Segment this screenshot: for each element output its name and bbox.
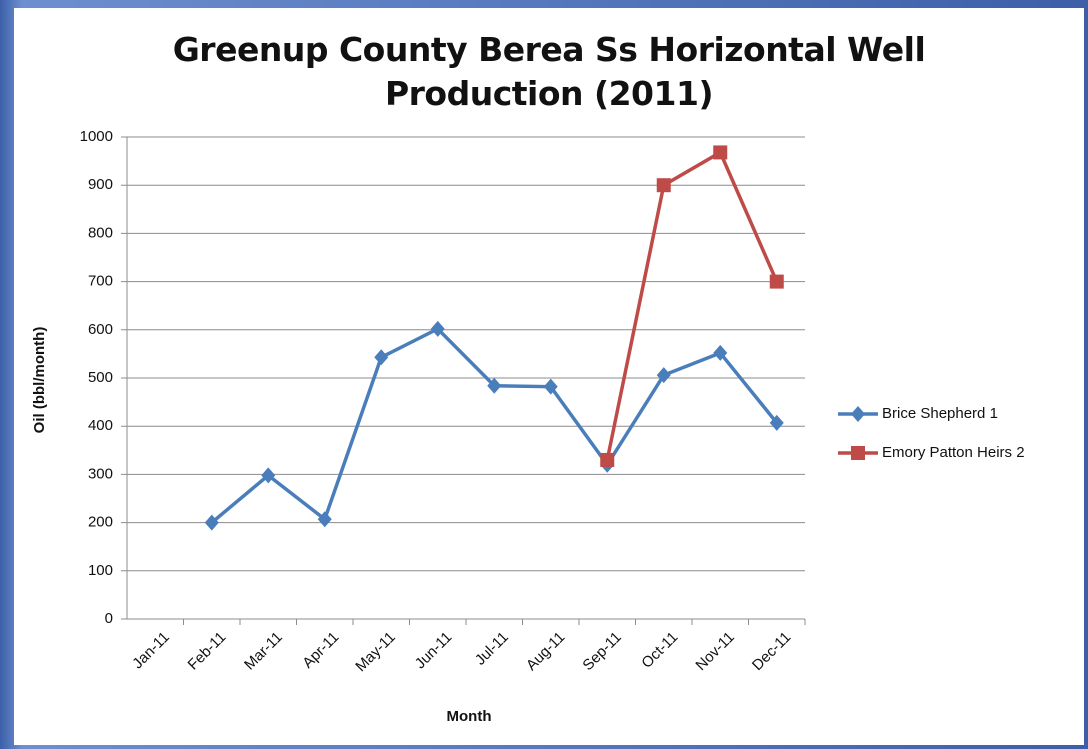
series-line: [605, 149, 779, 461]
x-tick-label: Jul-11: [472, 629, 512, 669]
point: [769, 414, 784, 431]
point: [204, 514, 219, 531]
y-tick-label: 800: [88, 224, 113, 241]
x-tick-label: Oct-11: [638, 629, 681, 672]
x-tick-label: Mar-11: [241, 629, 286, 674]
y-axis-label: Oil (bbl/month): [31, 327, 48, 434]
x-tick-label: Feb-11: [185, 629, 230, 674]
x-axis-label: Month: [447, 708, 492, 725]
point: [487, 377, 502, 394]
y-tick-label: 700: [88, 273, 113, 290]
chart-title: Greenup County Berea Ss Horizontal Well …: [172, 30, 926, 113]
point: [374, 349, 389, 366]
x-tick-label: Jun-11: [412, 629, 456, 673]
x-tick-label: Aug-11: [523, 629, 568, 674]
y-tick-label: 1000: [80, 128, 113, 145]
x-tick-label: Sep-11: [579, 629, 624, 674]
y-tick-label: 300: [88, 465, 113, 482]
y-tick-label: 400: [88, 417, 113, 434]
point: [713, 344, 728, 361]
legend-label: Emory Patton Heirs 2: [882, 444, 1025, 461]
point: [543, 378, 558, 395]
point: [261, 467, 276, 484]
x-tick-label: May-11: [352, 629, 399, 676]
point: [430, 320, 445, 337]
y-tick-label: 600: [88, 321, 113, 338]
y-tick-label: 500: [88, 369, 113, 386]
title-box: Greenup County Berea Ss Horizontal Well …: [14, 28, 1084, 116]
legend-marker: [851, 406, 865, 422]
y-tick-label: 900: [88, 176, 113, 193]
y-tick-label: 100: [88, 562, 113, 579]
point: [713, 145, 728, 160]
x-tick-label: Apr-11: [299, 629, 342, 672]
x-tick-label: Jan-11: [129, 629, 173, 673]
slide-panel: Greenup County Berea Ss Horizontal Well …: [14, 8, 1084, 745]
x-tick-label: Dec-11: [749, 629, 794, 674]
y-tick-label: 0: [105, 610, 113, 627]
x-tick-label: Nov-11: [692, 629, 737, 674]
point: [656, 367, 671, 384]
point: [656, 178, 671, 193]
legend-marker: [851, 446, 865, 460]
point: [600, 452, 615, 467]
point: [317, 511, 332, 528]
legend-label: Brice Shepherd 1: [882, 405, 998, 422]
point: [769, 274, 784, 289]
y-tick-label: 200: [88, 514, 113, 531]
